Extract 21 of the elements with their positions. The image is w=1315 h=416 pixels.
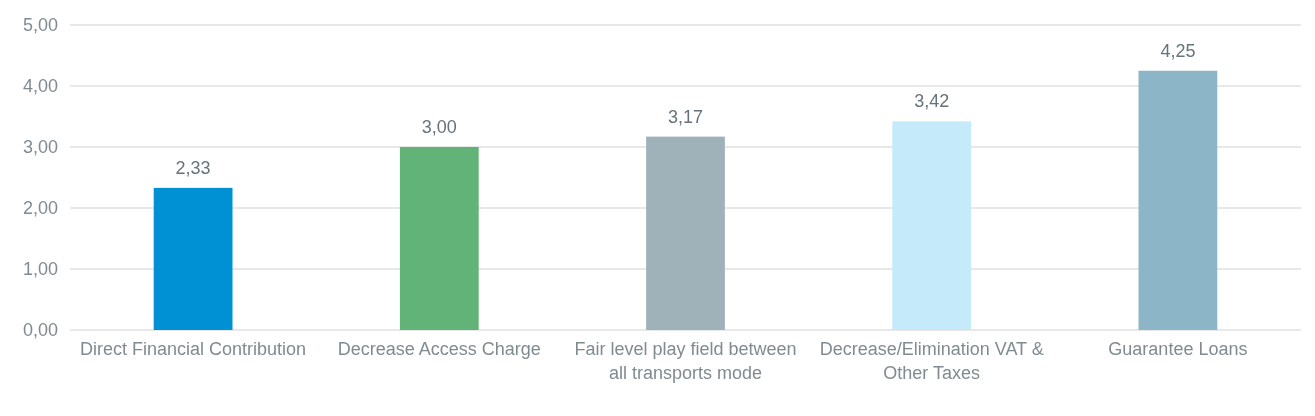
y-tick-label: 0,00	[22, 320, 58, 341]
bar	[399, 147, 479, 330]
y-tick-label: 2,00	[22, 198, 58, 219]
y-tick-label: 5,00	[22, 15, 58, 36]
data-label: 3,42	[914, 91, 950, 112]
x-tick-label: Decrease Access Charge	[337, 339, 541, 359]
data-label: 3,17	[667, 106, 704, 127]
y-tick-label: 1,00	[22, 259, 58, 280]
x-tick-label: Decrease/Elimination VAT & Other Taxes	[819, 339, 1044, 383]
data-label: 4,25	[1160, 40, 1196, 61]
x-tick-label: Fair level play field between all transports mode	[574, 339, 797, 383]
x-tick-label: Guarantee Loans	[1108, 339, 1248, 359]
data-label: 2,33	[175, 157, 211, 178]
data-label: 3,00	[421, 117, 457, 137]
bar	[153, 187, 233, 330]
bar	[892, 121, 972, 330]
bar	[646, 136, 725, 330]
bar	[1138, 70, 1218, 330]
y-tick-label: 4,00	[22, 76, 58, 97]
y-tick-label: 3,00	[22, 137, 58, 158]
x-tick-label: Direct Financial Contribution	[80, 339, 307, 359]
